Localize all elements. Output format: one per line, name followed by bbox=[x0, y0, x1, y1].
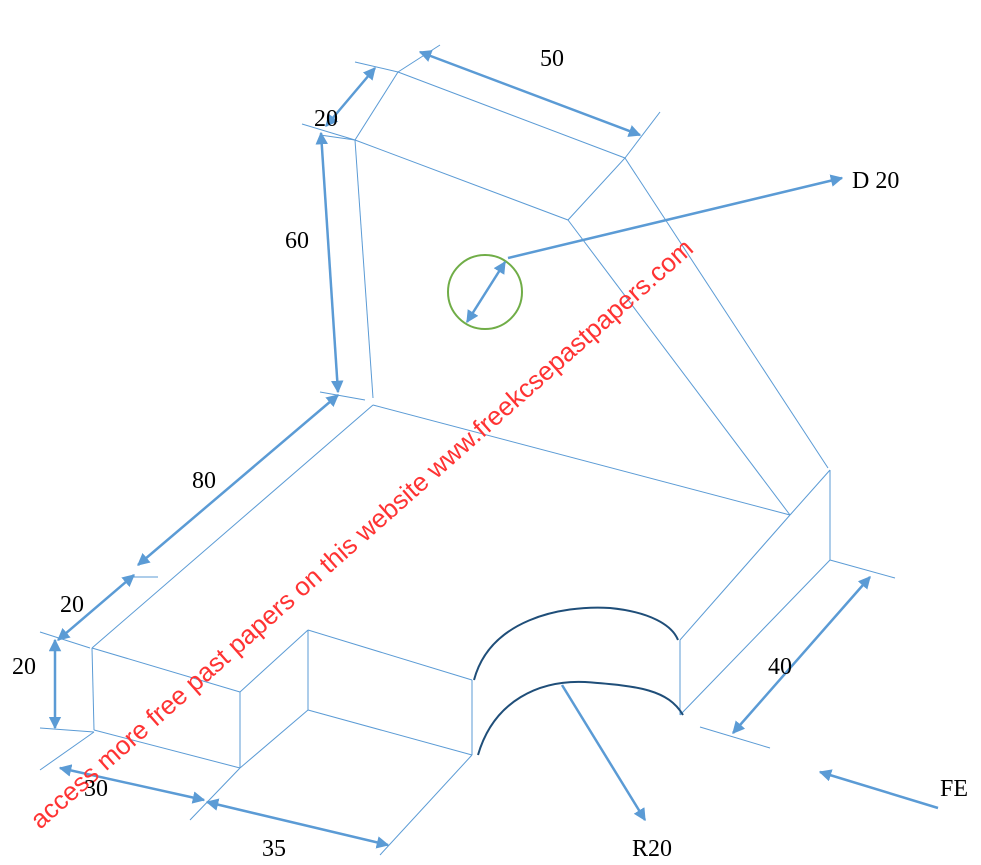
notch-top-slant bbox=[239, 629, 309, 693]
dim-30-arrow bbox=[58, 764, 206, 804]
label-fe: FE bbox=[940, 776, 968, 802]
label-60: 60 bbox=[285, 228, 309, 254]
label-80: 80 bbox=[192, 468, 216, 494]
label-50: 50 bbox=[540, 46, 564, 72]
upright-left-edge bbox=[354, 139, 374, 399]
label-d20: D 20 bbox=[852, 168, 899, 194]
base-front-bottom-edge bbox=[93, 729, 241, 769]
notch-bottom-edge bbox=[307, 709, 473, 756]
base-upper-inner-edge bbox=[372, 404, 791, 516]
arc-top-curve bbox=[473, 606, 679, 681]
label-r20: R20 bbox=[632, 836, 672, 862]
label-30: 30 bbox=[84, 776, 108, 802]
label-40: 40 bbox=[768, 654, 792, 680]
hole-diameter-arrow bbox=[465, 260, 507, 324]
label-35: 35 bbox=[262, 836, 286, 862]
right-slope-bottom-edge bbox=[679, 559, 831, 716]
hole-leader bbox=[507, 174, 844, 260]
dim-50-arrow bbox=[418, 50, 642, 137]
upright-slope-edge bbox=[567, 219, 791, 516]
extension-lines bbox=[39, 44, 896, 856]
r20-leader bbox=[560, 684, 647, 822]
right-top-short-edge bbox=[789, 469, 831, 516]
dim-35-arrow bbox=[205, 798, 390, 849]
dim-20-top-arrow bbox=[325, 67, 376, 127]
hole-circle bbox=[447, 254, 523, 330]
notch-bottom-slant bbox=[239, 709, 309, 769]
upright-top-face bbox=[354, 71, 626, 221]
label-20-step: 20 bbox=[60, 592, 84, 618]
arc-bottom-curve bbox=[477, 680, 684, 756]
dim-80-arrow bbox=[137, 394, 339, 566]
fe-arrow bbox=[818, 769, 939, 810]
label-20-height: 20 bbox=[12, 654, 36, 680]
base-front-top-edge bbox=[91, 647, 241, 693]
base-front-left-vertical bbox=[91, 647, 95, 731]
dimension-arrows bbox=[48, 50, 939, 849]
dim-20-step-arrow bbox=[57, 574, 135, 641]
base-top-left-edge bbox=[91, 404, 374, 649]
label-20-top: 20 bbox=[314, 106, 338, 132]
dim-60-arrow bbox=[315, 131, 344, 394]
upright-back-slope-edge bbox=[624, 157, 829, 469]
dim-40-arrow bbox=[732, 576, 871, 734]
right-slope-edge bbox=[679, 514, 791, 641]
notch-top-edge bbox=[307, 629, 473, 681]
